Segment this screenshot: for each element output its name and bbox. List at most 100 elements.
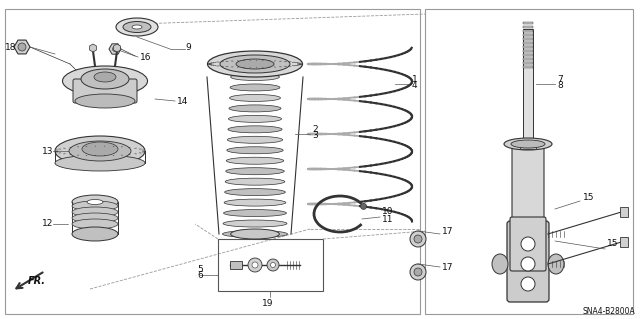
Text: 12: 12	[42, 219, 53, 228]
Text: 13: 13	[42, 146, 54, 155]
Bar	[523, 58, 533, 60]
Ellipse shape	[414, 235, 422, 243]
Ellipse shape	[72, 207, 118, 217]
Ellipse shape	[123, 21, 151, 33]
Ellipse shape	[410, 231, 426, 247]
FancyBboxPatch shape	[512, 144, 544, 226]
Text: 15: 15	[583, 192, 595, 202]
Ellipse shape	[55, 136, 145, 166]
Ellipse shape	[72, 195, 118, 209]
Ellipse shape	[63, 66, 147, 96]
Ellipse shape	[227, 157, 284, 164]
Ellipse shape	[72, 219, 118, 229]
Ellipse shape	[504, 138, 552, 150]
Ellipse shape	[225, 189, 285, 196]
Ellipse shape	[230, 84, 280, 91]
Ellipse shape	[94, 72, 116, 82]
Ellipse shape	[72, 201, 118, 211]
Ellipse shape	[521, 257, 535, 271]
Ellipse shape	[72, 213, 118, 223]
Bar	[230, 261, 242, 269]
Ellipse shape	[360, 204, 367, 209]
Ellipse shape	[228, 126, 282, 133]
Ellipse shape	[226, 168, 284, 175]
Text: 19: 19	[262, 299, 273, 308]
Ellipse shape	[236, 59, 274, 69]
Ellipse shape	[69, 141, 131, 161]
Ellipse shape	[87, 199, 103, 204]
Ellipse shape	[230, 73, 280, 80]
Ellipse shape	[410, 264, 426, 280]
Text: 18: 18	[5, 42, 17, 51]
Bar	[523, 66, 533, 68]
Ellipse shape	[548, 254, 564, 274]
Text: 3: 3	[312, 131, 317, 140]
Bar	[523, 26, 533, 28]
Ellipse shape	[82, 142, 118, 156]
Bar	[5, 9, 420, 314]
Ellipse shape	[81, 69, 129, 89]
Ellipse shape	[227, 136, 283, 143]
Text: 4: 4	[412, 81, 418, 91]
Ellipse shape	[220, 55, 290, 73]
Bar	[523, 50, 533, 52]
Bar	[425, 9, 633, 314]
Text: 2: 2	[312, 124, 317, 133]
Text: 8: 8	[557, 81, 563, 91]
Bar	[523, 54, 533, 56]
Ellipse shape	[229, 105, 281, 112]
Text: 7: 7	[557, 75, 563, 84]
Text: FR.: FR.	[28, 276, 46, 286]
Bar	[523, 42, 533, 44]
FancyBboxPatch shape	[507, 221, 549, 302]
Ellipse shape	[75, 94, 135, 108]
Text: 10: 10	[382, 207, 394, 217]
Ellipse shape	[116, 18, 158, 36]
FancyBboxPatch shape	[73, 79, 137, 103]
Ellipse shape	[511, 140, 545, 148]
Ellipse shape	[72, 227, 118, 241]
Ellipse shape	[224, 199, 286, 206]
Bar	[523, 46, 533, 48]
Ellipse shape	[132, 25, 142, 29]
Ellipse shape	[225, 178, 285, 185]
Bar	[523, 62, 533, 64]
Ellipse shape	[223, 220, 287, 227]
Text: 17: 17	[442, 263, 454, 271]
Text: 5: 5	[197, 264, 203, 273]
Ellipse shape	[492, 254, 508, 274]
Ellipse shape	[223, 231, 287, 238]
Text: 14: 14	[177, 97, 188, 106]
Bar	[523, 30, 533, 32]
Bar	[523, 22, 533, 24]
Ellipse shape	[414, 268, 422, 276]
FancyBboxPatch shape	[510, 217, 546, 271]
Ellipse shape	[113, 47, 118, 51]
Text: SNA4-B2800A: SNA4-B2800A	[582, 307, 635, 315]
Ellipse shape	[252, 262, 258, 268]
Ellipse shape	[207, 51, 303, 77]
Ellipse shape	[227, 147, 283, 154]
Ellipse shape	[248, 258, 262, 272]
Text: 6: 6	[197, 271, 203, 280]
Bar	[520, 141, 536, 149]
Ellipse shape	[230, 94, 280, 101]
Text: 9: 9	[185, 42, 191, 51]
Ellipse shape	[521, 277, 535, 291]
Bar	[620, 237, 628, 247]
Bar	[523, 38, 533, 40]
Bar	[620, 207, 628, 217]
Ellipse shape	[228, 115, 282, 122]
Ellipse shape	[223, 210, 287, 217]
Ellipse shape	[521, 237, 535, 251]
Text: 1: 1	[412, 75, 418, 84]
Text: 11: 11	[382, 214, 394, 224]
Bar	[523, 29, 533, 144]
Text: 15: 15	[607, 240, 618, 249]
Ellipse shape	[230, 229, 280, 239]
Text: 17: 17	[442, 226, 454, 235]
Ellipse shape	[18, 43, 26, 51]
Bar	[523, 34, 533, 36]
Ellipse shape	[267, 259, 279, 271]
Ellipse shape	[55, 155, 145, 171]
